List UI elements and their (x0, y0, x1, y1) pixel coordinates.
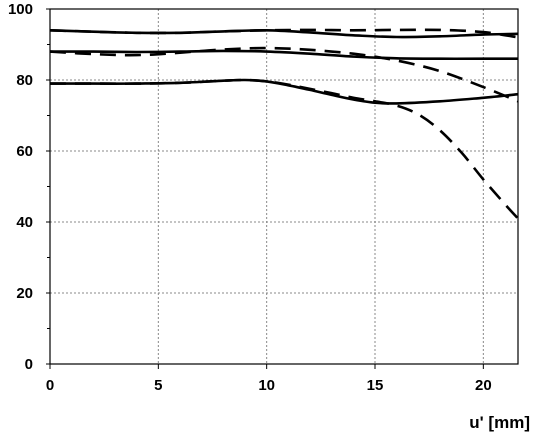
x-axis-title: u' [mm] (469, 413, 530, 432)
y-tick-label: 20 (16, 285, 33, 302)
series-line-3-solid (49, 49, 518, 61)
y-tick-label: 80 (16, 72, 33, 89)
series-lines (49, 28, 519, 220)
x-tick-label: 0 (46, 377, 54, 394)
x-tick-label: 5 (154, 377, 162, 394)
series-line-4-dashed (49, 46, 519, 103)
series-line-2-dashed (49, 28, 519, 39)
series-line-6-dashed (49, 78, 519, 220)
grid (50, 9, 518, 364)
y-tick-label: 100 (8, 1, 33, 18)
y-tick-label: 40 (16, 214, 33, 231)
x-tick-label: 15 (367, 377, 384, 394)
x-tick-label: 10 (258, 377, 275, 394)
y-tick-label: 0 (25, 356, 33, 373)
ticks: 0 20 40 60 80 100 0 5 10 15 20 (8, 1, 492, 394)
x-tick-label: 20 (475, 377, 492, 394)
y-tick-label: 60 (16, 143, 33, 160)
plot-frame (49, 8, 519, 365)
